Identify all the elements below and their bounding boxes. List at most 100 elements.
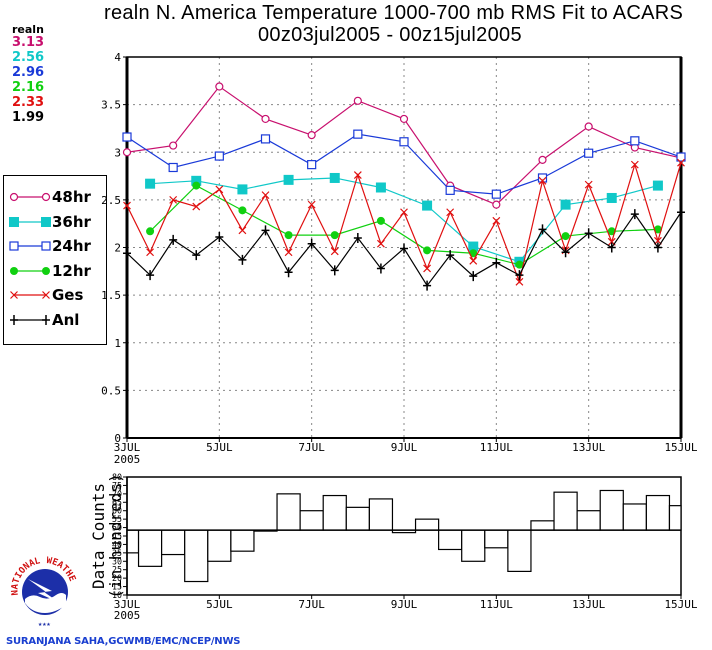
data-point [238, 206, 247, 215]
lower-y-tick-label: 75 [112, 481, 122, 491]
data-point [169, 234, 178, 245]
legend-marker [10, 314, 18, 325]
data-point [538, 176, 547, 185]
lower-y-tick-label: 60 [112, 507, 122, 517]
data-point [123, 201, 131, 210]
data-point [584, 228, 593, 239]
data-point [353, 232, 362, 243]
stat-value: 2.33 [12, 95, 45, 110]
x-tick-label: 13JUL [572, 441, 605, 454]
lower-x-year-label: 2005 [114, 609, 141, 622]
lower-y-tick-label: 30 [112, 557, 122, 567]
data-point [423, 264, 432, 273]
data-point [353, 129, 363, 139]
lower-y-tick-label: 35 [112, 549, 122, 559]
data-point [215, 82, 224, 91]
data-point [469, 256, 478, 265]
lower-y-axis-label: Data Counts [89, 483, 108, 589]
data-point [538, 155, 547, 164]
lower-x-tick-label: 5JUL [206, 598, 233, 611]
data-point [561, 247, 570, 258]
data-point [330, 247, 339, 256]
count-bar [553, 491, 578, 531]
legend-marker [10, 291, 18, 299]
legend-label: Ges [52, 286, 84, 304]
lower-x-tick-label: 7JUL [298, 598, 325, 611]
logo-stars: ★★★ [38, 620, 51, 628]
data-point [122, 132, 132, 142]
lower-y-tick-label: 40 [112, 540, 122, 550]
legend-marker [42, 291, 50, 299]
data-point [215, 232, 224, 243]
data-point [492, 200, 501, 209]
count-bar [668, 505, 682, 531]
legend-label: Anl [52, 310, 80, 329]
chart-title: realn N. America Temperature 1000-700 mb… [104, 2, 684, 24]
legend-swatch [10, 291, 50, 299]
lower-y-tick-label: 10 [112, 591, 122, 601]
legend-swatch [9, 216, 51, 227]
legend-label: 24hr [52, 237, 91, 255]
count-bar [126, 529, 140, 554]
data-point [215, 185, 224, 194]
data-point [376, 263, 385, 274]
lower-x-tick-label: 15JUL [664, 598, 697, 611]
legend-marker [41, 216, 51, 227]
x-year-label: 2005 [114, 453, 141, 466]
data-point [284, 267, 293, 278]
data-point [606, 192, 617, 203]
data-point [446, 250, 455, 261]
data-point [538, 224, 547, 235]
data-point [560, 199, 571, 210]
y-tick-label: 1.5 [101, 289, 121, 302]
data-point [261, 191, 270, 200]
data-point [676, 152, 686, 162]
count-bar [438, 529, 463, 551]
lower-x-tick-label: 3JUL [114, 598, 141, 611]
legend-marker [42, 314, 50, 325]
data-point [123, 248, 131, 259]
data-point [353, 96, 362, 105]
legend-item-Anl: Anl [4, 310, 106, 334]
count-bar [230, 529, 255, 552]
count-bar [599, 489, 624, 531]
series-36hr [145, 172, 663, 267]
stat-value: 2.16 [12, 80, 45, 95]
y-tick-label: 0 [114, 432, 121, 445]
lower-x-tick-label: 11JUL [480, 598, 513, 611]
stat-value: 1.99 [12, 110, 45, 125]
data-point [584, 180, 593, 189]
data-point [375, 182, 386, 193]
x-tick-label: 11JUL [480, 441, 513, 454]
data-point [445, 185, 455, 195]
count-bar [622, 503, 647, 531]
data-point [446, 208, 455, 217]
data-point [146, 270, 155, 281]
count-bar [345, 506, 370, 531]
data-point [652, 180, 663, 191]
legend-marker [42, 266, 50, 275]
legend-marker [41, 241, 51, 251]
count-bar [161, 529, 186, 556]
data-point [677, 207, 685, 218]
legend-item-48hr: 48hr [4, 187, 106, 211]
series-line [126, 162, 682, 284]
data-point [584, 122, 593, 131]
data-point [653, 242, 662, 253]
data-point [261, 225, 270, 236]
count-bar [484, 529, 509, 549]
data-point [237, 184, 248, 195]
data-point [469, 249, 478, 258]
data-point [399, 114, 409, 124]
data-point [468, 241, 479, 252]
lower-y-tick-label: 15 [112, 583, 122, 593]
count-bar [530, 520, 555, 531]
data-point [515, 260, 524, 269]
data-point [677, 158, 685, 167]
lower-y-tick-label: 25 [112, 566, 122, 576]
data-point [469, 271, 478, 282]
lower-y-tick-label: 20 [112, 574, 122, 584]
series-line [150, 177, 659, 263]
x-tick-label: 15JUL [664, 441, 697, 454]
